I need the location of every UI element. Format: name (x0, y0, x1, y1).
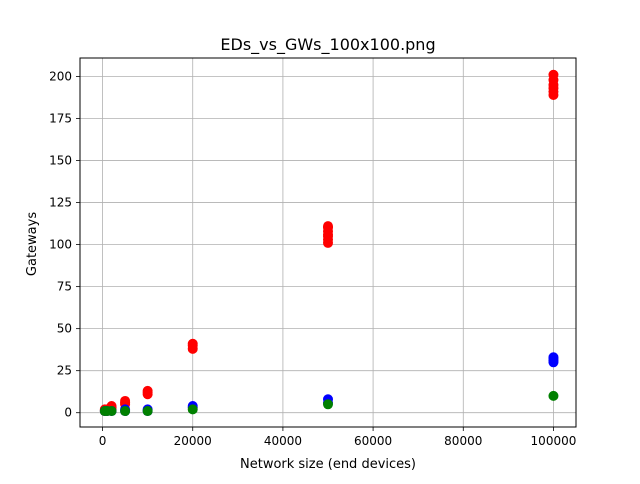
x-tick-label: 20000 (174, 434, 212, 448)
y-tick-label: 75 (57, 280, 72, 294)
x-tick-label: 100000 (531, 434, 577, 448)
data-point (187, 404, 198, 415)
data-point (120, 406, 131, 417)
series-3 (99, 390, 559, 417)
data-point (548, 390, 559, 401)
y-tick-label: 150 (49, 154, 72, 168)
y-axis-label: Gateways (25, 212, 40, 276)
y-tick-label: 100 (49, 238, 72, 252)
y-tick-label: 25 (57, 364, 72, 378)
chart-title: EDs_vs_GWs_100x100.png (220, 35, 435, 55)
y-tick-label: 125 (49, 196, 72, 210)
grid-lines (80, 58, 576, 427)
data-points (99, 69, 559, 417)
plot-frame (79, 57, 577, 428)
y-tick-label: 0 (64, 406, 72, 420)
data-point (142, 385, 153, 396)
data-point (323, 399, 333, 410)
data-point (106, 406, 117, 417)
data-point (548, 69, 559, 80)
data-point (323, 221, 333, 232)
x-axis-label: Network size (end devices) (240, 457, 416, 472)
data-point (187, 338, 198, 349)
x-tick-label: 40000 (264, 434, 302, 448)
x-tick-label: 60000 (354, 434, 392, 448)
x-tick-label: 80000 (444, 434, 482, 448)
y-tick-label: 50 (57, 322, 72, 336)
data-point (548, 352, 559, 363)
data-point (120, 395, 131, 406)
axis-ticks: 0 20000 40000 60000 80000 100000 0 25 50 75 100 125… (49, 69, 576, 448)
y-tick-label: 175 (49, 112, 72, 126)
y-tick-label: 200 (49, 69, 72, 83)
data-point (142, 406, 153, 417)
x-tick-label: 0 (99, 434, 107, 448)
